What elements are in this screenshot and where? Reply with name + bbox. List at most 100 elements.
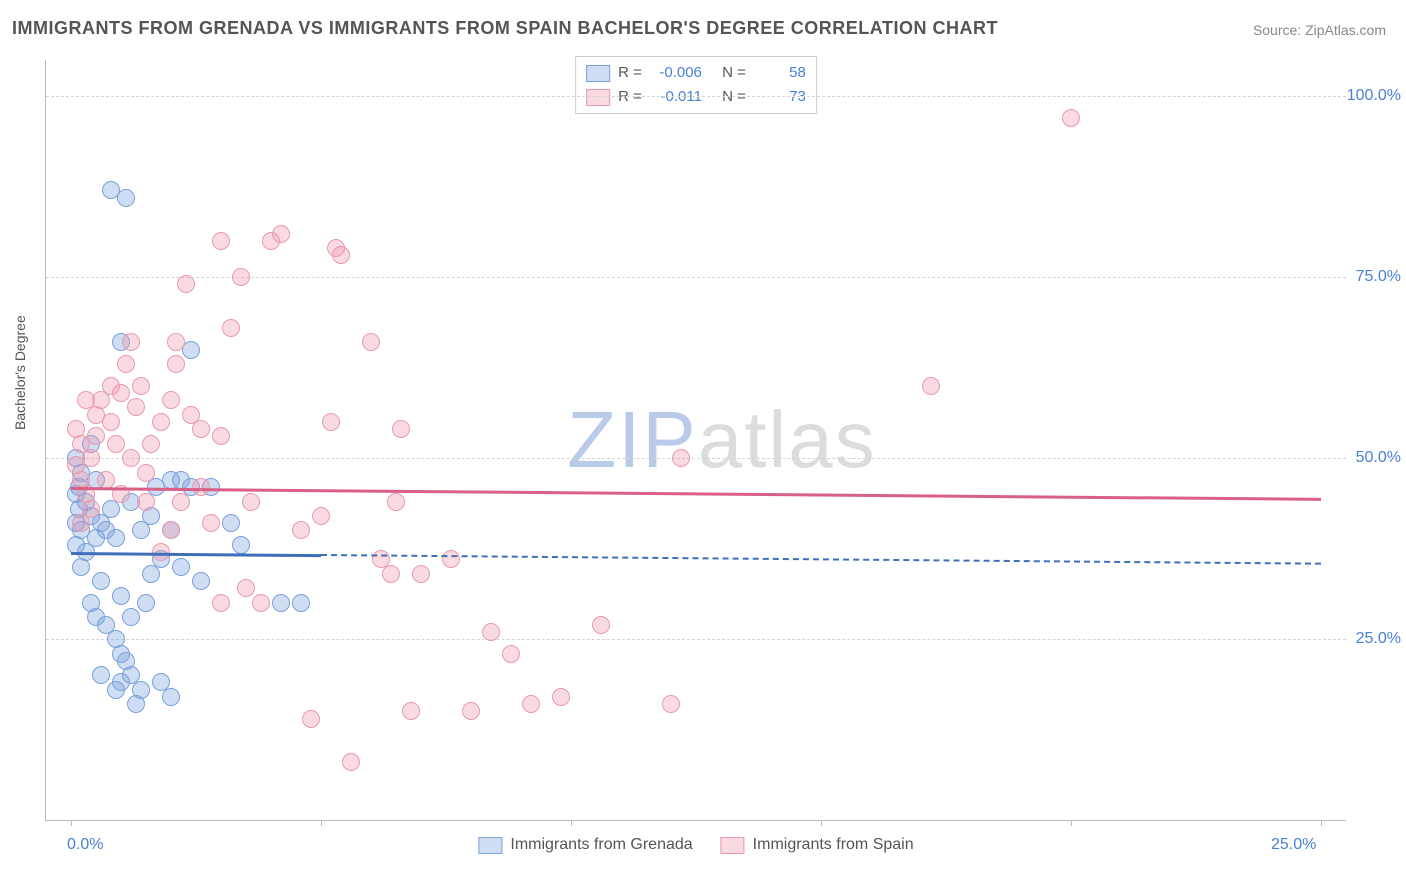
scatter-point (102, 377, 120, 395)
watermark: ZIPatlas (567, 394, 876, 486)
scatter-point (172, 493, 190, 511)
scatter-point (77, 391, 95, 409)
scatter-point (97, 471, 115, 489)
scatter-point (362, 333, 380, 351)
scatter-point (392, 420, 410, 438)
scatter-point (107, 435, 125, 453)
scatter-point (672, 449, 690, 467)
scatter-point (232, 536, 250, 554)
scatter-point (132, 377, 150, 395)
scatter-point (122, 608, 140, 626)
y-tick-label: 25.0% (1356, 630, 1401, 648)
legend-item-grenada: Immigrants from Grenada (478, 836, 692, 854)
scatter-point (212, 427, 230, 445)
scatter-point (92, 572, 110, 590)
scatter-point (127, 695, 145, 713)
r-value-grenada: -0.006 (650, 61, 702, 85)
scatter-point (92, 666, 110, 684)
scatter-point (1062, 109, 1080, 127)
scatter-point (172, 558, 190, 576)
x-tick (71, 820, 72, 826)
correlation-legend: R = -0.006 N = 58 R = -0.011 N = 73 (575, 56, 817, 114)
swatch-grenada (478, 837, 502, 854)
scatter-point (167, 333, 185, 351)
scatter-point (82, 449, 100, 467)
chart-title: IMMIGRANTS FROM GRENADA VS IMMIGRANTS FR… (12, 18, 998, 39)
scatter-point (162, 521, 180, 539)
y-tick-label: 100.0% (1347, 87, 1401, 105)
trend-line (71, 552, 321, 557)
r-label: R = (618, 61, 642, 85)
scatter-point (152, 413, 170, 431)
scatter-point (202, 514, 220, 532)
scatter-point (322, 413, 340, 431)
scatter-point (402, 702, 420, 720)
n-label: N = (722, 61, 746, 85)
y-axis-label: Bachelor's Degree (12, 315, 28, 430)
scatter-point (87, 427, 105, 445)
scatter-point (162, 688, 180, 706)
scatter-point (162, 391, 180, 409)
gridline (46, 639, 1346, 640)
source-name: ZipAtlas.com (1305, 22, 1386, 38)
scatter-point (252, 594, 270, 612)
scatter-point (662, 695, 680, 713)
scatter-point (502, 645, 520, 663)
x-tick (321, 820, 322, 826)
scatter-point (72, 514, 90, 532)
x-tick-label: 0.0% (67, 836, 103, 854)
x-tick (571, 820, 572, 826)
scatter-point (922, 377, 940, 395)
swatch-grenada (586, 65, 610, 82)
scatter-point (192, 420, 210, 438)
scatter-point (342, 753, 360, 771)
scatter-point (312, 507, 330, 525)
scatter-point (242, 493, 260, 511)
gridline (46, 458, 1346, 459)
scatter-point (72, 558, 90, 576)
scatter-point (137, 464, 155, 482)
scatter-point (462, 702, 480, 720)
x-tick (1321, 820, 1322, 826)
y-tick-label: 75.0% (1356, 268, 1401, 286)
scatter-point (222, 319, 240, 337)
scatter-point (272, 594, 290, 612)
series-legend: Immigrants from Grenada Immigrants from … (478, 836, 913, 854)
legend-item-spain: Immigrants from Spain (721, 836, 914, 854)
scatter-point (127, 398, 145, 416)
x-tick (821, 820, 822, 826)
scatter-point (237, 579, 255, 597)
gridline (46, 96, 1346, 97)
x-tick-label: 25.0% (1271, 836, 1316, 854)
scatter-point (212, 232, 230, 250)
scatter-point (482, 623, 500, 641)
scatter-point (232, 268, 250, 286)
scatter-point (107, 681, 125, 699)
scatter-point (292, 594, 310, 612)
legend-label: Immigrants from Spain (753, 836, 914, 854)
chart-container: IMMIGRANTS FROM GRENADA VS IMMIGRANTS FR… (0, 0, 1406, 892)
scatter-point (382, 565, 400, 583)
n-value-grenada: 58 (754, 61, 806, 85)
scatter-point (552, 688, 570, 706)
scatter-point (112, 587, 130, 605)
y-tick-label: 50.0% (1356, 449, 1401, 467)
scatter-point (177, 275, 195, 293)
legend-label: Immigrants from Grenada (510, 836, 692, 854)
scatter-point (122, 449, 140, 467)
swatch-spain (721, 837, 745, 854)
scatter-point (327, 239, 345, 257)
scatter-point (387, 493, 405, 511)
scatter-point (592, 616, 610, 634)
scatter-point (107, 529, 125, 547)
scatter-point (412, 565, 430, 583)
scatter-point (442, 550, 460, 568)
scatter-point (122, 333, 140, 351)
scatter-point (302, 710, 320, 728)
legend-row-grenada: R = -0.006 N = 58 (586, 61, 806, 85)
plot-area: ZIPatlas R = -0.006 N = 58 R = -0.011 N … (45, 60, 1346, 821)
scatter-point (292, 521, 310, 539)
scatter-point (192, 572, 210, 590)
scatter-point (137, 493, 155, 511)
scatter-point (212, 594, 230, 612)
